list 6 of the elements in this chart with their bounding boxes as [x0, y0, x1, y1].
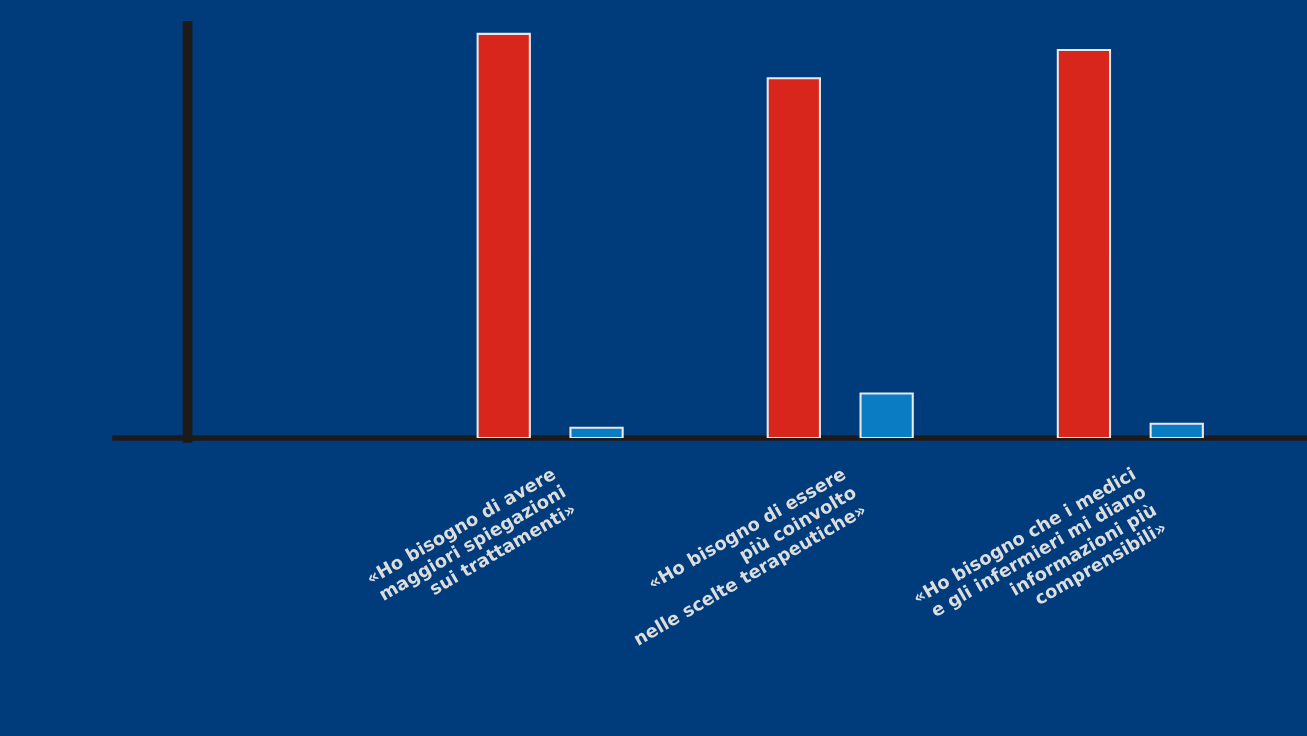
- bar: [1149, 422, 1204, 438]
- bar: [569, 426, 624, 438]
- bar: [476, 32, 531, 438]
- bar: [859, 392, 914, 438]
- bar: [1056, 48, 1112, 438]
- bar: [766, 77, 821, 438]
